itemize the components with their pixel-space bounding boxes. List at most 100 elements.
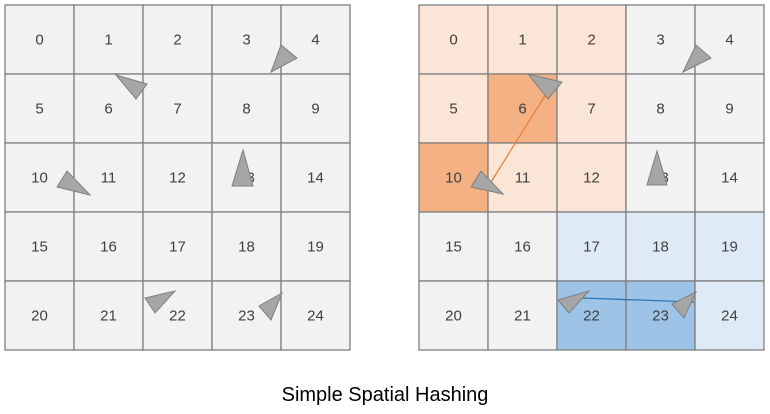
grid-cell: 21 (487, 280, 558, 351)
grid-cell-rect (625, 73, 696, 144)
grid-cell: 7 (556, 73, 627, 144)
agent-arrow (526, 73, 563, 100)
grid-cell-label: 12 (169, 170, 186, 187)
grid-cell-rect (625, 4, 696, 75)
grid-cell-label: 18 (238, 239, 255, 256)
grid-cell: 22 (556, 280, 627, 351)
grid-cell: 11 (73, 142, 144, 213)
grid-cell-rect (280, 280, 351, 351)
agent-arrow (258, 291, 284, 321)
grid-cell-label: 9 (311, 101, 319, 118)
grid-cell: 3 (211, 4, 282, 75)
grid-cell-label: 22 (169, 308, 186, 325)
grid-cell-label: 3 (242, 32, 250, 49)
grid-cell: 5 (418, 73, 489, 144)
grid-cell-label: 8 (656, 101, 664, 118)
grid-cell-label: 18 (652, 239, 669, 256)
grid-cell-rect (625, 211, 696, 282)
agent-arrow (557, 290, 591, 314)
grid-cell-label: 15 (445, 239, 462, 256)
grid-cell-rect (280, 73, 351, 144)
grid-cell-label: 21 (514, 308, 531, 325)
grid-cell-label: 14 (307, 170, 324, 187)
grid-cell-rect (280, 142, 351, 213)
grid-cell-rect (4, 73, 75, 144)
grid-cell-label: 5 (35, 101, 43, 118)
grid-cell-label: 23 (652, 308, 669, 325)
grid-cell-label: 17 (583, 239, 600, 256)
agent-arrow (671, 290, 698, 319)
grid-cell-label: 6 (518, 101, 526, 118)
grid-cell-rect (487, 280, 558, 351)
grid-cell-label: 7 (173, 101, 181, 118)
grid-cell: 3 (625, 4, 696, 75)
grid-cell-label: 16 (100, 239, 117, 256)
grid-cell-label: 1 (518, 32, 526, 49)
grid-cell-rect (418, 280, 489, 351)
grid-cell-rect (73, 211, 144, 282)
grid-cell: 9 (280, 73, 351, 144)
grid-cell: 12 (556, 142, 627, 213)
grid-cell: 12 (142, 142, 213, 213)
grid-cell-rect (694, 4, 765, 75)
grid-cell: 15 (418, 211, 489, 282)
neighbor-line-orange (490, 85, 552, 183)
grid-cell-label: 3 (656, 32, 664, 49)
grid-cell: 22 (142, 280, 213, 351)
spatial-hashing-diagram: 0123456789101112131415161718192021222324… (4, 4, 765, 351)
grid-cell: 19 (694, 211, 765, 282)
grid-cell-label: 24 (307, 308, 324, 325)
grid-cell: 4 (694, 4, 765, 75)
grid-cell: 8 (625, 73, 696, 144)
agent-arrow (646, 149, 668, 186)
grid-cell: 5 (4, 73, 75, 144)
grid-cell: 14 (694, 142, 765, 213)
grid-cell-rect (142, 4, 213, 75)
grid-cell-rect (487, 142, 558, 213)
grid-cell-label: 11 (101, 170, 117, 187)
grid-cell-label: 14 (721, 170, 738, 187)
grid-cell: 9 (694, 73, 765, 144)
grid-cell: 21 (73, 280, 144, 351)
agent-arrow (470, 170, 505, 195)
agent-arrow (270, 44, 298, 74)
grid-cell-rect (418, 4, 489, 75)
grid-cell-rect (73, 142, 144, 213)
grid-cell-label: 9 (725, 101, 733, 118)
grid-cell-rect (73, 4, 144, 75)
grid-cell-label: 6 (104, 101, 112, 118)
grid-cell-rect (487, 211, 558, 282)
grid-cell-rect (142, 280, 213, 351)
grid-cell-label: 4 (311, 32, 319, 49)
grid-cell-label: 19 (307, 239, 324, 256)
grid-cell-label: 20 (31, 308, 48, 325)
grid-cell: 16 (73, 211, 144, 282)
grid-cell: 19 (280, 211, 351, 282)
grid-cell: 24 (280, 280, 351, 351)
grid-cell-rect (694, 211, 765, 282)
left-grid: 0123456789101112131415161718192021222324 (4, 4, 351, 351)
grid-cell-rect (556, 211, 627, 282)
diagram-caption: Simple Spatial Hashing (281, 384, 489, 406)
grid-cell-label: 12 (583, 170, 600, 187)
grid-cell: 16 (487, 211, 558, 282)
grid-cell-label: 2 (587, 32, 595, 49)
grid-cell-label: 20 (445, 308, 462, 325)
grid-cell: 1 (73, 4, 144, 75)
right-grid: 0123456789101112131415161718192021222324 (418, 4, 765, 351)
right-agents (470, 44, 712, 319)
grid-cell: 24 (694, 280, 765, 351)
grid-cell: 20 (4, 280, 75, 351)
grid-cell-rect (556, 73, 627, 144)
grid-cell-label: 24 (721, 308, 738, 325)
grid-cell-rect (211, 73, 282, 144)
grid-cell-label: 2 (173, 32, 181, 49)
grid-cell-label: 23 (238, 308, 255, 325)
agent-arrow (231, 148, 254, 187)
grid-cell-rect (4, 4, 75, 75)
grid-cell-label: 16 (514, 239, 531, 256)
grid-cell-rect (142, 73, 213, 144)
grid-cell-rect (556, 280, 627, 351)
grid-cell: 11 (487, 142, 558, 213)
left-agents (56, 44, 298, 321)
